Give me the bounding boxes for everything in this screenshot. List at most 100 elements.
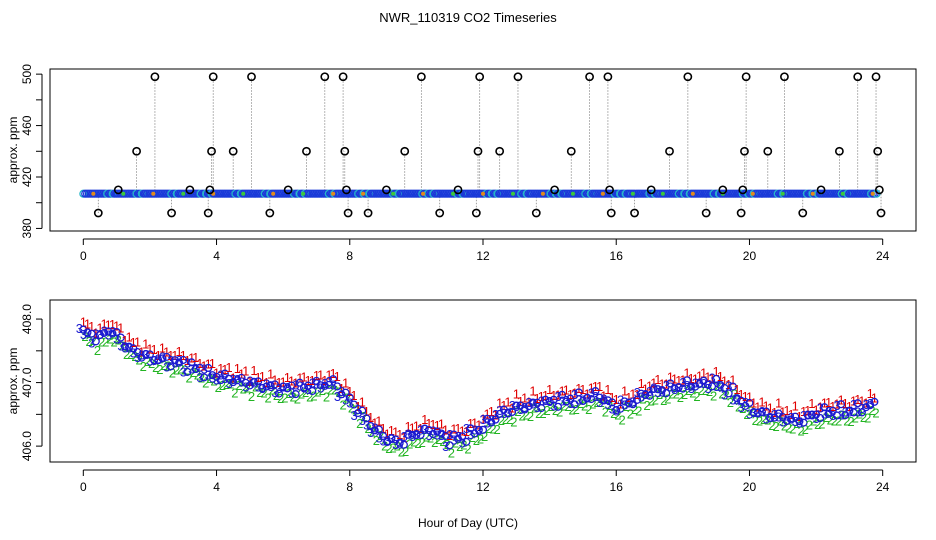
series-o-point <box>241 378 250 387</box>
series-2-point: 2 <box>714 378 721 393</box>
baseline-accent-point <box>600 191 605 196</box>
series-1-point: 1 <box>425 416 432 431</box>
series-o-point <box>861 403 871 412</box>
series-o-point <box>249 377 259 386</box>
spike-point <box>780 72 789 82</box>
series-3-point: 3 <box>459 435 466 450</box>
series-o-point <box>782 416 791 426</box>
series-o-point <box>141 350 150 359</box>
series-o-point <box>154 356 163 365</box>
series-o-point <box>528 398 538 407</box>
series-1-point: 1 <box>342 376 349 391</box>
series-2-point: 2 <box>111 335 118 350</box>
series-2-point: 2 <box>198 371 205 386</box>
series-o-point <box>766 413 775 422</box>
series-o-point <box>674 383 683 392</box>
series-1-point: 1 <box>175 344 182 359</box>
series-3-point: 3 <box>867 396 874 411</box>
series-2-point: 2 <box>814 417 821 432</box>
series-3-point: 3 <box>467 427 474 442</box>
series-1-point: 1 <box>275 375 282 390</box>
series-3-point: 3 <box>325 374 332 389</box>
series-1-point: 1 <box>329 366 336 381</box>
series-2-point: 2 <box>406 436 413 451</box>
series-o-point <box>478 425 488 434</box>
spike-point <box>798 208 808 218</box>
series-1-point: 1 <box>488 404 495 419</box>
series-2-point: 2 <box>514 404 521 419</box>
series-1-point: 1 <box>163 345 170 360</box>
series-2-point: 2 <box>777 413 784 428</box>
series-1-point: 1 <box>775 396 782 411</box>
series-o-point <box>853 399 862 408</box>
series-3-point: 3 <box>496 403 503 418</box>
series-1-point: 1 <box>234 361 241 376</box>
series-3-point: 3 <box>321 376 328 391</box>
series-o-point <box>653 385 662 394</box>
series-1-point: 1 <box>513 387 520 402</box>
series-2-point: 2 <box>439 434 446 449</box>
series-3-point: 3 <box>363 417 370 432</box>
series-2-point: 2 <box>664 391 671 406</box>
series-o-point <box>462 437 471 446</box>
series-2-point: 2 <box>831 414 838 429</box>
series-2-point: 2 <box>427 430 434 445</box>
series-2-point: 2 <box>681 387 688 402</box>
top-x-tick-label: 4 <box>213 249 220 263</box>
series-3-point: 3 <box>713 379 720 394</box>
series-o-point <box>707 382 717 391</box>
top-x-tick-label: 20 <box>743 249 757 263</box>
baseline-accent-point <box>271 191 276 196</box>
series-2-point: 2 <box>548 399 555 414</box>
series-3-point: 3 <box>413 427 420 442</box>
bottom-plot-frame <box>49 299 917 463</box>
series-1-point: 1 <box>167 348 174 363</box>
series-3-point: 3 <box>346 396 353 411</box>
series-3-point: 3 <box>567 396 574 411</box>
top-y-tick-label: 380 <box>20 218 34 238</box>
series-3-point: 3 <box>696 375 703 390</box>
series-o-point <box>270 380 279 389</box>
series-1-point: 1 <box>171 348 178 363</box>
series-o-point <box>458 432 467 441</box>
series-2-point: 2 <box>469 430 476 445</box>
series-1-point: 1 <box>267 366 274 381</box>
series-2-point: 2 <box>215 380 222 395</box>
series-1-point: 1 <box>758 394 765 409</box>
series-2-point: 2 <box>90 333 97 348</box>
series-1-point: 1 <box>367 410 374 425</box>
spike-point <box>630 208 639 218</box>
series-o-point <box>445 441 454 450</box>
series-3-point: 3 <box>763 411 770 426</box>
series-2-point: 2 <box>306 389 313 404</box>
series-3-point: 3 <box>634 385 641 400</box>
series-1-point: 1 <box>787 407 794 422</box>
series-1-point: 1 <box>808 396 815 411</box>
series-2-point: 2 <box>281 390 288 405</box>
series-o-point <box>828 406 837 415</box>
series-3-point: 3 <box>596 395 603 410</box>
series-o-point <box>304 381 313 390</box>
spike-point <box>302 146 311 156</box>
series-1-point: 1 <box>829 399 836 414</box>
spike-point <box>382 185 391 195</box>
series-3-point: 3 <box>396 436 403 451</box>
series-1-point: 1 <box>571 385 578 400</box>
series-3-point: 3 <box>550 399 557 414</box>
series-o-point <box>791 412 800 421</box>
series-1-point: 1 <box>692 372 699 387</box>
spike-point <box>871 72 881 82</box>
series-2-point: 2 <box>585 402 592 417</box>
series-o-point <box>533 398 542 407</box>
series-2-point: 2 <box>140 359 147 374</box>
series-1-point: 1 <box>96 321 103 336</box>
figure-title: NWR_110319 CO2 Timeseries <box>379 10 557 25</box>
series-1-point: 1 <box>604 382 611 397</box>
series-1-point: 1 <box>392 424 399 439</box>
baseline-accent-point <box>570 191 575 196</box>
series-o-point <box>408 430 417 439</box>
series-1-point: 1 <box>588 380 595 395</box>
series-3-point: 3 <box>305 382 312 397</box>
series-1-point: 1 <box>434 418 441 433</box>
series-1-point: 1 <box>121 333 128 348</box>
